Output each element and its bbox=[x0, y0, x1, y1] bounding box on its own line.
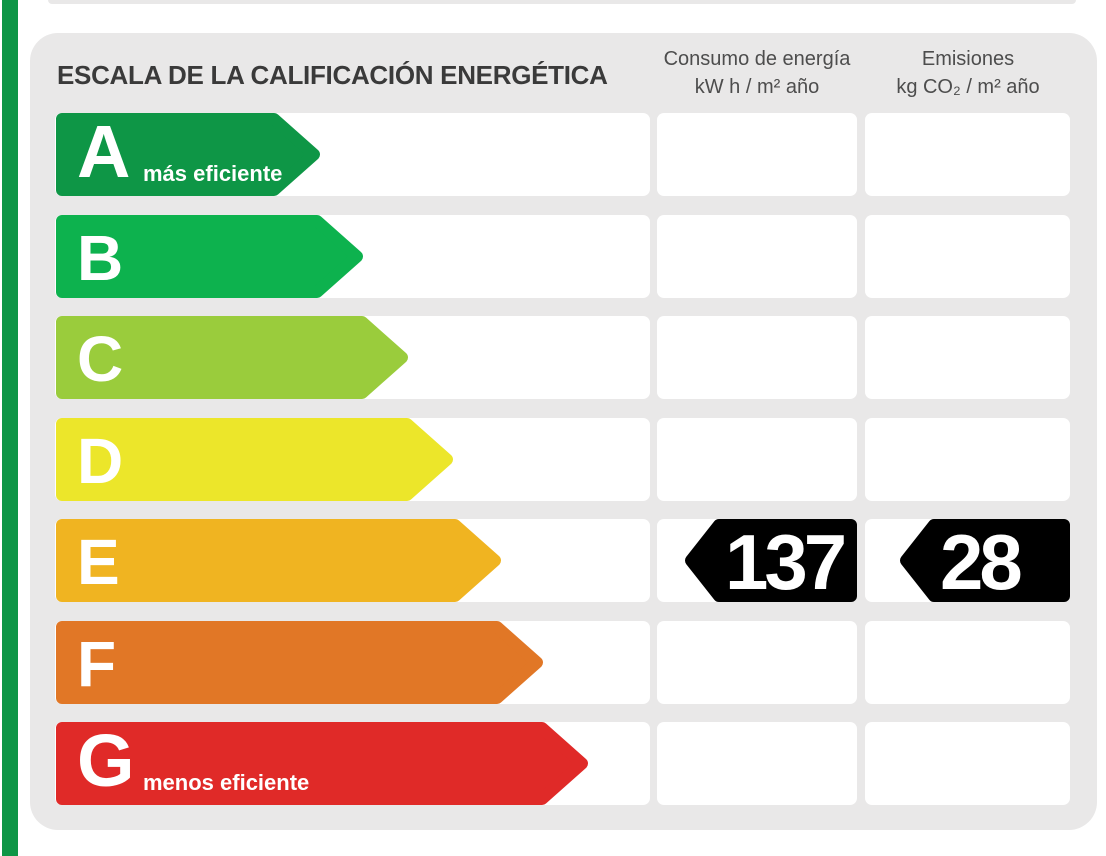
emissions-cell bbox=[865, 113, 1070, 196]
emissions-cell: 28 bbox=[865, 518, 1070, 606]
rating-row-f: F bbox=[30, 620, 1097, 704]
panel-title: ESCALA DE LA CALIFICACIÓN ENERGÉTICA bbox=[57, 60, 608, 90]
scale-cell: D bbox=[55, 417, 650, 501]
badge-arrow-left-icon bbox=[685, 519, 857, 602]
scale-cell: F bbox=[55, 620, 650, 704]
rating-caption: más eficiente bbox=[143, 161, 283, 186]
rating-row-b: B bbox=[30, 214, 1097, 298]
rating-row-d: D bbox=[30, 417, 1097, 501]
emissions-cell bbox=[865, 722, 1070, 805]
rating-caption: menos eficiente bbox=[143, 770, 310, 795]
rating-letter: E bbox=[77, 526, 120, 598]
consumption-cell: 137 bbox=[657, 518, 857, 606]
emissions-header-unit: kg CO₂ / m² año bbox=[896, 76, 1040, 98]
badge-value: 137 bbox=[725, 518, 847, 606]
consumption-cell bbox=[657, 113, 857, 196]
consumption-cell bbox=[657, 417, 857, 501]
rating-bar-arrow-icon bbox=[56, 417, 453, 501]
rating-row-g: G menos eficiente bbox=[30, 722, 1097, 805]
rating-letter: D bbox=[77, 424, 124, 497]
scale-cell: A más eficiente bbox=[55, 113, 650, 196]
scale-cell: G menos eficiente bbox=[55, 722, 650, 805]
badge-arrow-left-icon bbox=[900, 519, 1070, 602]
rating-row-e: E 137 28 bbox=[30, 518, 1097, 606]
emissions-header-title: Emisiones bbox=[921, 48, 1015, 70]
emissions-cell bbox=[865, 316, 1070, 399]
emissions-cell bbox=[865, 417, 1070, 501]
rating-bar-arrow-icon bbox=[56, 519, 501, 602]
scale-cell: C bbox=[55, 316, 650, 399]
scale-cell: B bbox=[55, 214, 650, 298]
consumption-cell bbox=[657, 316, 857, 399]
consumption-cell bbox=[657, 214, 857, 298]
consumption-header-title: Consumo de energía bbox=[663, 48, 851, 70]
energy-scale-panel: ESCALA DE LA CALIFICACIÓN ENERGÉTICA Con… bbox=[30, 33, 1097, 830]
rating-letter: G bbox=[77, 719, 135, 802]
rating-bar-arrow-icon bbox=[56, 113, 320, 196]
rating-bar-arrow-icon bbox=[56, 722, 588, 805]
left-green-stripe bbox=[2, 0, 18, 856]
emissions-cell bbox=[865, 214, 1070, 298]
rating-letter: A bbox=[77, 110, 131, 193]
rating-letter: F bbox=[77, 627, 117, 700]
rating-letter: C bbox=[77, 323, 124, 395]
top-edge-sliver bbox=[48, 0, 1076, 4]
rating-bar-arrow-icon bbox=[56, 214, 363, 298]
consumption-header-unit: kW h / m² año bbox=[694, 76, 820, 98]
consumption-column-header: Consumo de energía kW h / m² año bbox=[577, 45, 937, 101]
rating-bar-arrow-icon bbox=[56, 316, 408, 399]
emissions-cell bbox=[865, 620, 1070, 704]
consumption-cell bbox=[657, 722, 857, 805]
rating-letter: B bbox=[77, 221, 124, 294]
emissions-column-header: Emisiones kg CO₂ / m² año bbox=[788, 45, 1106, 101]
rating-rows: A más eficiente B C D bbox=[30, 33, 1097, 830]
consumption-cell bbox=[657, 620, 857, 704]
rating-row-c: C bbox=[30, 316, 1097, 399]
scale-cell: E bbox=[55, 519, 650, 602]
badge-value: 28 bbox=[940, 518, 1023, 606]
rating-row-a: A más eficiente bbox=[30, 113, 1097, 196]
rating-bar-arrow-icon bbox=[56, 620, 543, 704]
result-value-badge: 28 bbox=[898, 518, 1070, 606]
result-value-badge: 137 bbox=[683, 518, 857, 606]
